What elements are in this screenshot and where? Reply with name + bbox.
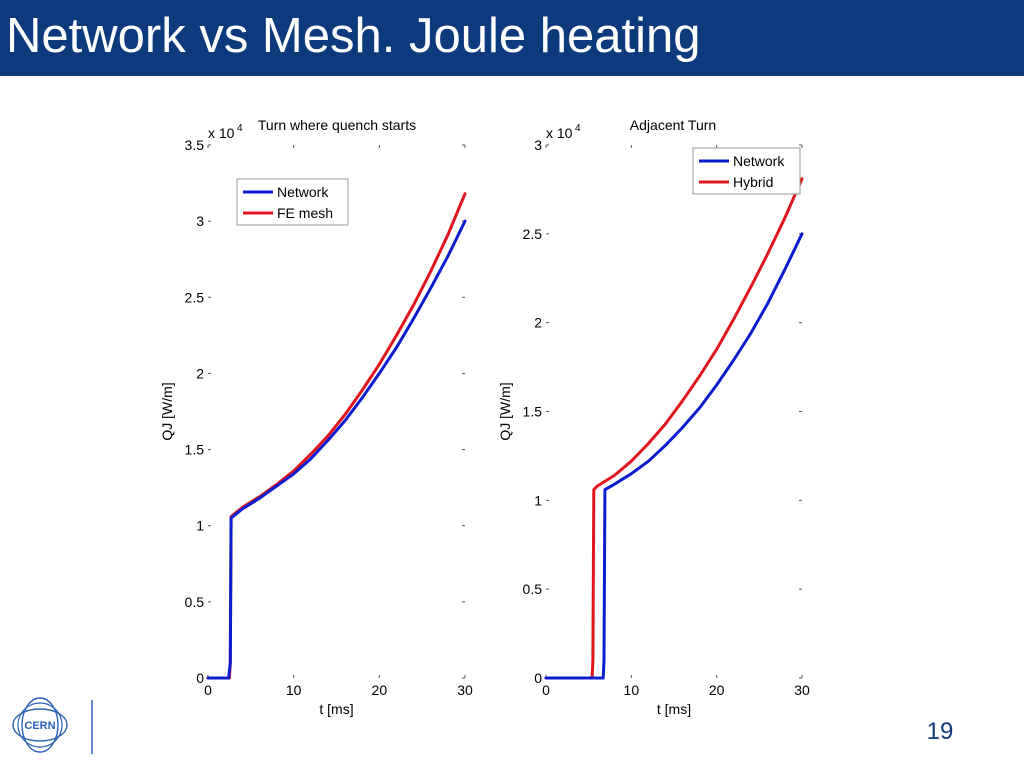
y-tick-label: 0 <box>534 670 542 686</box>
y-tick-label: 0.5 <box>185 594 205 610</box>
y-tick-label: 1 <box>534 492 542 508</box>
chart-title: Turn where quench starts <box>258 117 416 133</box>
cern-logo-icon: CERN <box>12 697 93 754</box>
y-tick-label: 0 <box>196 670 204 686</box>
chart-1: 0 0.5 1 1.5 2 2.5 3 3.5 0 10 20 30 t [ms] QJ [W/m] x 1… <box>159 117 473 717</box>
y-tick-label: 2 <box>196 365 204 381</box>
y-exponent-label: x 10 <box>546 125 573 141</box>
y-exponent-power: 4 <box>237 123 243 134</box>
x-tick-label: 20 <box>709 682 725 698</box>
legend-box <box>236 178 349 226</box>
title-bar: Network vs Mesh. Joule heating <box>0 0 1024 76</box>
y-tick-label: 3.5 <box>185 137 205 153</box>
x-tick-label: 30 <box>457 682 473 698</box>
x-tick-label: 30 <box>794 682 810 698</box>
chart-2: 00.511.522.530 10 20 30t [ms]QJ [W/m]x 10 4 A… <box>497 117 810 717</box>
y-tick-label: 1.5 <box>185 442 205 458</box>
legend-box <box>692 147 801 195</box>
series-line-fe-mesh <box>206 192 467 680</box>
y-tick-label: 0.5 <box>523 581 543 597</box>
y-tick-label: 1.5 <box>523 404 543 420</box>
x-axis-label: t [ms] <box>657 701 691 717</box>
x-axis-label: t [ms] <box>319 701 353 717</box>
cern-logo-text: CERN <box>24 720 55 732</box>
y-tick-label: 3 <box>534 137 542 153</box>
page-number: 19 <box>926 718 954 745</box>
chart-title: Adjacent Turn <box>630 117 716 133</box>
slide-title: Network vs Mesh. Joule heating <box>6 9 701 63</box>
y-exponent-label: x 10 <box>208 125 235 141</box>
plot-area <box>207 144 466 679</box>
y-tick-label: 2.5 <box>185 289 205 305</box>
y-tick-label: 1 <box>196 518 204 534</box>
series-line-hybrid <box>544 177 804 680</box>
series-line-network <box>206 219 467 680</box>
series-line-network <box>544 232 804 680</box>
legend-label: FE mesh <box>277 205 333 221</box>
x-tick-label: 0 <box>204 682 212 698</box>
y-tick-label: 2.5 <box>523 226 543 242</box>
y-axis-label: QJ [W/m] <box>159 382 175 440</box>
legend-label: Hybrid <box>733 174 773 190</box>
y-tick-label: 2 <box>534 315 542 331</box>
legend-label: Network <box>277 184 329 200</box>
y-tick-label: 3 <box>196 213 204 229</box>
x-tick-label: 10 <box>286 682 302 698</box>
y-axis-label: QJ [W/m] <box>497 382 513 440</box>
legend-label: Network <box>733 153 785 169</box>
y-exponent-power: 4 <box>575 123 581 134</box>
x-tick-label: 0 <box>542 682 550 698</box>
x-tick-label: 10 <box>624 682 640 698</box>
x-tick-label: 20 <box>372 682 388 698</box>
